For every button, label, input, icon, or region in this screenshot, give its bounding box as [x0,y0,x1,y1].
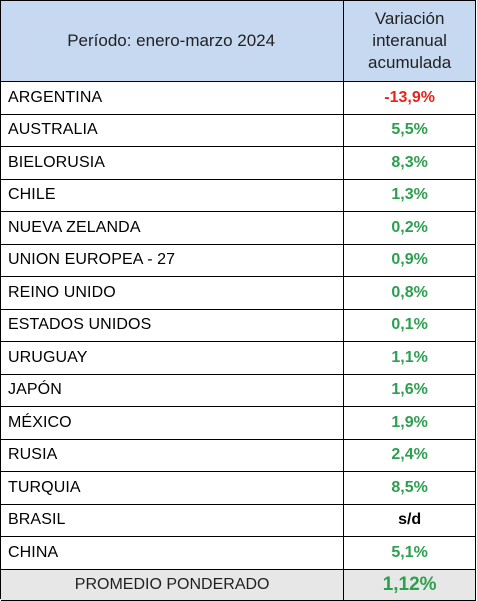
table-row: URUGUAY 1,1% [1,342,476,375]
variation-label-line2: interanual [372,31,447,50]
value-cell: 0,1% [344,309,476,341]
country-cell: URUGUAY [1,342,345,374]
country-cell: AUSTRALIA [1,114,345,146]
table-header: Período: enero-marzo 2024 Variación inte… [1,1,476,82]
table-row: CHILE 1,3% [1,179,476,212]
country-cell: ARGENTINA [1,82,345,114]
table-row: NUEVA ZELANDA 0,2% [1,212,476,245]
table-row: TURQUIA 8,5% [1,472,476,505]
variation-label-line3: acumulada [368,53,452,72]
country-cell: RUSIA [1,439,345,471]
value-cell: 8,3% [344,147,476,179]
table-row: MÉXICO 1,9% [1,407,476,440]
country-cell: REINO UNIDO [1,277,345,309]
country-cell: NUEVA ZELANDA [1,212,345,244]
country-cell: CHILE [1,179,345,211]
weighted-average-label: PROMEDIO PONDERADO [1,569,345,600]
country-cell: MÉXICO [1,407,345,439]
table-row: RUSIA 2,4% [1,439,476,472]
table-row: BRASIL s/d [1,504,476,537]
country-cell: TURQUIA [1,472,345,504]
value-cell: 0,9% [344,244,476,276]
value-cell: 0,2% [344,212,476,244]
value-cell: 0,8% [344,277,476,309]
table-row: REINO UNIDO 0,8% [1,277,476,310]
table-row: ESTADOS UNIDOS 0,1% [1,309,476,342]
value-cell: 1,3% [344,179,476,211]
country-cell: CHINA [1,537,345,569]
table-row: UNION EUROPEA - 27 0,9% [1,244,476,277]
value-cell: s/d [344,504,476,536]
table-row: CHINA 5,1% [1,537,476,570]
table-footer: PROMEDIO PONDERADO 1,12% [1,569,476,601]
table-row: BIELORUSIA 8,3% [1,147,476,180]
value-cell: -13,9% [344,82,476,114]
value-cell: 5,5% [344,114,476,146]
variation-header: Variación interanual acumulada [344,1,476,81]
country-cell: JAPÓN [1,374,345,406]
value-cell: 8,5% [344,472,476,504]
value-cell: 5,1% [344,537,476,569]
table-row: AUSTRALIA 5,5% [1,114,476,147]
period-label: Período: enero-marzo 2024 [67,31,276,50]
weighted-average-value: 1,12% [344,569,476,600]
country-cell: BIELORUSIA [1,147,345,179]
country-cell: UNION EUROPEA - 27 [1,244,345,276]
table-row: JAPÓN 1,6% [1,374,476,407]
period-header: Período: enero-marzo 2024 [1,1,345,81]
table-row: ARGENTINA -13,9% [1,82,476,115]
country-cell: ESTADOS UNIDOS [1,309,345,341]
value-cell: 1,1% [344,342,476,374]
country-cell: BRASIL [1,504,345,536]
value-cell: 1,6% [344,374,476,406]
value-cell: 2,4% [344,439,476,471]
value-cell: 1,9% [344,407,476,439]
variation-label-line1: Variación [374,9,445,28]
